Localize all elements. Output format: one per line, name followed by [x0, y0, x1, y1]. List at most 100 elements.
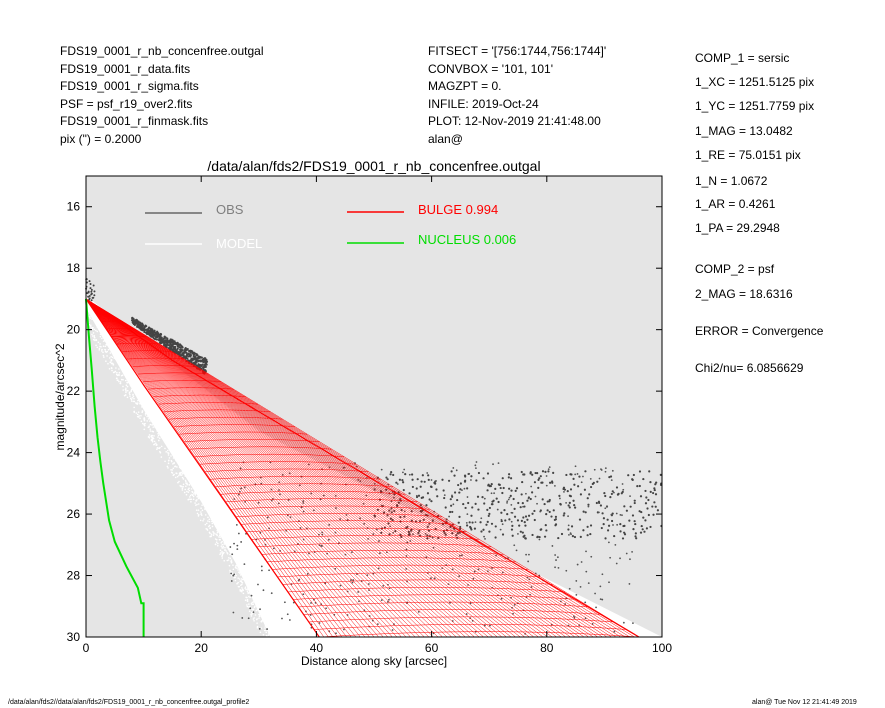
- obs-point: [170, 341, 173, 344]
- model-point: [102, 351, 104, 354]
- obs-point: [562, 514, 565, 517]
- obs-point: [430, 500, 433, 503]
- obs-point: [473, 527, 477, 530]
- obs-point: [185, 355, 188, 358]
- obs-point: [621, 483, 624, 485]
- model-point: [96, 326, 99, 328]
- model-point: [98, 349, 101, 351]
- obs-point: [612, 524, 614, 526]
- obs-point: [387, 600, 389, 603]
- obs-point: [90, 290, 93, 293]
- model-point: [225, 542, 228, 544]
- obs-point: [578, 475, 581, 478]
- obs-point: [204, 369, 207, 372]
- model-point: [221, 547, 224, 549]
- model-point: [252, 601, 255, 603]
- obs-point: [610, 479, 613, 482]
- model-point: [234, 579, 237, 582]
- obs-point: [615, 486, 619, 489]
- obs-point: [563, 488, 567, 491]
- obs-point: [197, 363, 200, 367]
- model-point: [141, 411, 143, 414]
- model-point: [133, 410, 136, 413]
- bulge-arc: [215, 483, 394, 487]
- obs-point: [368, 589, 370, 592]
- bulge-arc: [158, 402, 259, 405]
- obs-point: [88, 297, 91, 300]
- obs-point: [164, 340, 167, 343]
- model-point: [208, 525, 210, 528]
- model-point: [128, 378, 130, 381]
- model-point: [252, 598, 255, 601]
- model-point: [201, 504, 203, 506]
- model-point: [242, 589, 245, 592]
- model-point: [253, 619, 255, 622]
- obs-point: [527, 514, 531, 517]
- model-point: [102, 354, 105, 357]
- obs-point: [475, 467, 477, 470]
- model-point: [248, 595, 250, 598]
- obs-point: [534, 471, 537, 475]
- model-point: [89, 317, 92, 320]
- obs-point: [645, 496, 648, 499]
- model-point: [210, 533, 213, 536]
- bulge-ray: [85, 298, 617, 638]
- obs-point: [622, 621, 625, 624]
- obs-point: [607, 524, 611, 527]
- obs-point: [565, 501, 567, 504]
- model-point: [184, 479, 187, 482]
- legend: OBS MODEL BULGE 0.994 NUCLEUS 0.006: [145, 202, 516, 251]
- obs-point: [489, 624, 491, 627]
- obs-point: [644, 519, 647, 522]
- plot-frame: [85, 175, 663, 638]
- model-point: [170, 455, 172, 457]
- model-point: [256, 622, 258, 624]
- param-line-8: COMP_2 = psf: [695, 262, 775, 276]
- bulge-arc: [319, 631, 639, 638]
- bulge-ray: [85, 298, 507, 638]
- obs-point: [400, 508, 403, 511]
- model-point: [157, 436, 159, 438]
- model-point: [187, 488, 190, 491]
- obs-point: [580, 481, 583, 484]
- model-point: [110, 359, 112, 361]
- obs-point: [600, 468, 602, 470]
- model-point: [213, 532, 215, 534]
- model-point: [141, 410, 144, 412]
- bulge-ray: [85, 298, 393, 638]
- obs-point: [541, 470, 545, 473]
- obs-point: [442, 489, 445, 492]
- obs-point: [586, 534, 589, 537]
- obs-point: [191, 359, 194, 362]
- model-point: [185, 474, 187, 477]
- obs-point: [458, 527, 462, 531]
- obs-point: [553, 518, 556, 522]
- obs-point: [524, 524, 527, 527]
- model-point: [204, 514, 207, 516]
- model-point: [208, 510, 210, 512]
- model-point: [98, 327, 100, 329]
- model-point: [136, 413, 139, 416]
- model-point: [150, 434, 153, 437]
- model-point: [223, 541, 226, 544]
- obs-point: [232, 574, 235, 577]
- model-point: [96, 330, 99, 333]
- x-tick-label: 60: [425, 641, 439, 655]
- model-point: [150, 439, 153, 442]
- y-tick-label: 20: [67, 323, 81, 337]
- bulge-ray: [85, 298, 589, 638]
- obs-point: [401, 478, 404, 482]
- x-tick-label: 40: [310, 641, 324, 655]
- obs-point: [467, 501, 470, 505]
- model-point: [191, 490, 193, 493]
- obs-point: [200, 364, 203, 368]
- obs-point: [470, 475, 473, 478]
- obs-point: [638, 470, 642, 473]
- obs-point: [517, 533, 519, 535]
- bulge-ray: [85, 298, 370, 638]
- obs-point: [387, 583, 389, 586]
- model-point: [176, 466, 178, 468]
- model-point: [255, 609, 258, 612]
- obs-point: [507, 498, 510, 501]
- obs-point: [488, 512, 491, 516]
